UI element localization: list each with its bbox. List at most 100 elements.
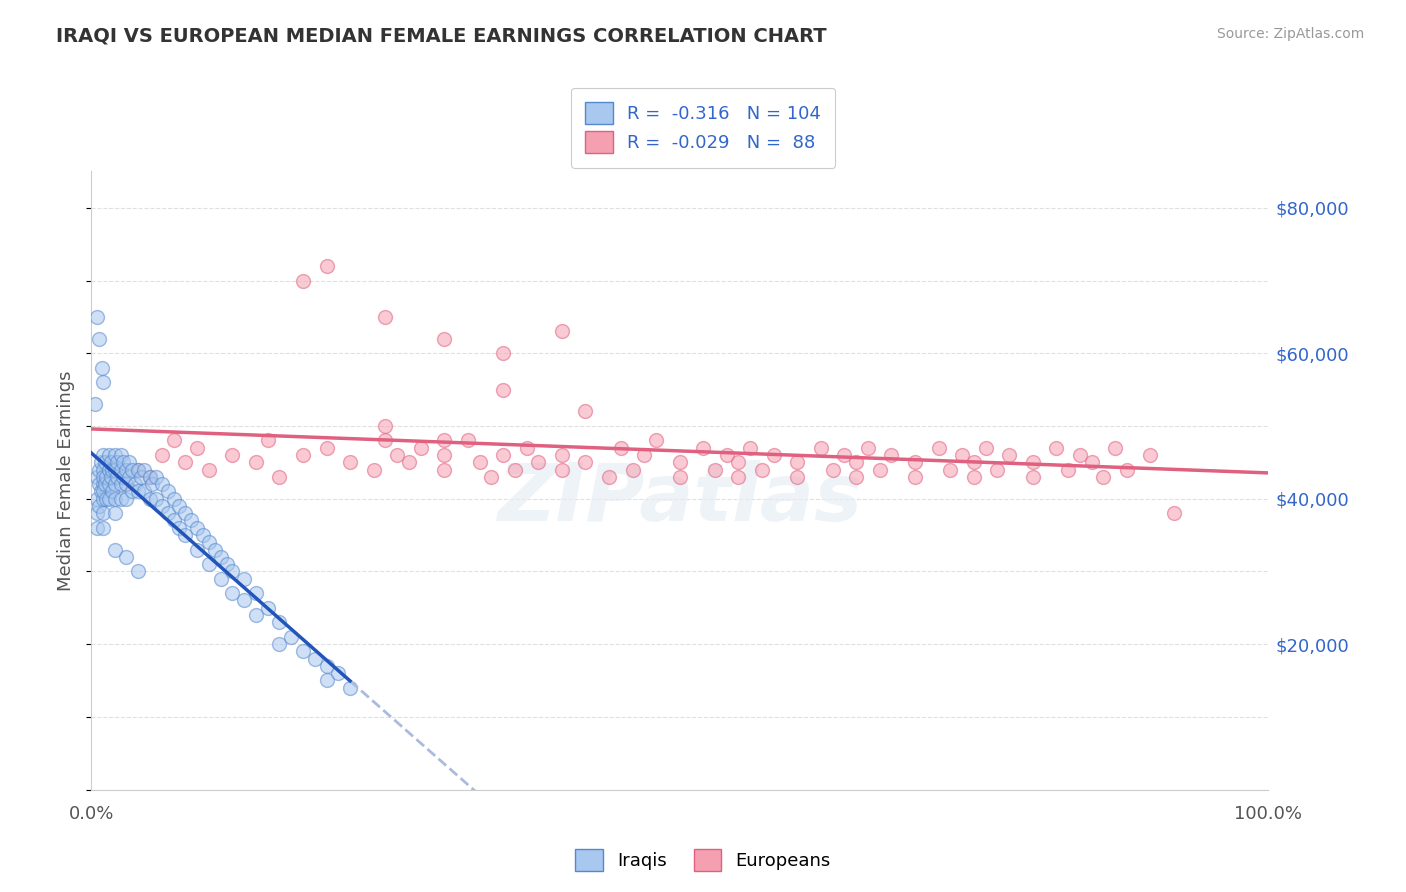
Text: ZIPatlas: ZIPatlas bbox=[498, 460, 862, 538]
Point bbox=[110, 491, 132, 506]
Point bbox=[139, 470, 162, 484]
Point bbox=[91, 462, 114, 476]
Point bbox=[834, 448, 856, 462]
Point bbox=[292, 273, 315, 287]
Point bbox=[162, 434, 184, 448]
Point bbox=[86, 521, 108, 535]
Point bbox=[645, 434, 668, 448]
Point bbox=[96, 491, 118, 506]
Point bbox=[904, 455, 927, 469]
Point bbox=[610, 441, 633, 455]
Point bbox=[328, 666, 350, 681]
Point bbox=[86, 506, 108, 520]
Point bbox=[198, 462, 221, 476]
Point bbox=[174, 455, 197, 469]
Point bbox=[83, 397, 105, 411]
Point bbox=[256, 600, 278, 615]
Point bbox=[118, 470, 141, 484]
Point bbox=[245, 607, 267, 622]
Point bbox=[304, 651, 326, 665]
Point bbox=[856, 441, 879, 455]
Point bbox=[124, 477, 146, 491]
Point bbox=[139, 470, 162, 484]
Point bbox=[169, 499, 191, 513]
Point bbox=[810, 441, 832, 455]
Point bbox=[101, 484, 124, 499]
Point bbox=[105, 470, 128, 484]
Point bbox=[162, 491, 184, 506]
Y-axis label: Median Female Earnings: Median Female Earnings bbox=[58, 370, 75, 591]
Point bbox=[986, 462, 1008, 476]
Point bbox=[363, 462, 385, 476]
Point bbox=[974, 441, 997, 455]
Point bbox=[121, 462, 143, 476]
Point bbox=[110, 477, 132, 491]
Point bbox=[97, 491, 120, 506]
Point bbox=[111, 470, 134, 484]
Point bbox=[104, 506, 127, 520]
Point bbox=[1022, 470, 1045, 484]
Point bbox=[468, 455, 491, 469]
Point bbox=[198, 557, 221, 571]
Point bbox=[740, 441, 762, 455]
Point bbox=[233, 572, 256, 586]
Point bbox=[94, 477, 117, 491]
Point bbox=[96, 470, 118, 484]
Point bbox=[104, 448, 127, 462]
Point bbox=[551, 325, 574, 339]
Point bbox=[692, 441, 714, 455]
Point bbox=[668, 470, 690, 484]
Point bbox=[186, 441, 208, 455]
Point bbox=[1080, 455, 1102, 469]
Point bbox=[950, 448, 973, 462]
Point bbox=[186, 521, 208, 535]
Point bbox=[174, 528, 197, 542]
Point bbox=[91, 376, 114, 390]
Point bbox=[398, 455, 420, 469]
Point bbox=[129, 470, 152, 484]
Point bbox=[457, 434, 479, 448]
Point bbox=[97, 462, 120, 476]
Point bbox=[786, 470, 808, 484]
Point bbox=[101, 462, 124, 476]
Point bbox=[762, 448, 785, 462]
Point bbox=[703, 462, 725, 476]
Point bbox=[786, 455, 808, 469]
Point bbox=[727, 455, 749, 469]
Point bbox=[198, 535, 221, 549]
Point bbox=[156, 484, 179, 499]
Point bbox=[551, 462, 574, 476]
Point bbox=[86, 491, 108, 506]
Point bbox=[315, 673, 337, 688]
Point bbox=[100, 455, 122, 469]
Point bbox=[104, 542, 127, 557]
Point bbox=[97, 477, 120, 491]
Point bbox=[104, 462, 127, 476]
Point bbox=[105, 455, 128, 469]
Point bbox=[115, 491, 138, 506]
Point bbox=[233, 593, 256, 607]
Point bbox=[91, 506, 114, 520]
Point bbox=[374, 434, 396, 448]
Point bbox=[127, 565, 149, 579]
Point bbox=[963, 470, 986, 484]
Point bbox=[963, 455, 986, 469]
Point bbox=[939, 462, 962, 476]
Point bbox=[1104, 441, 1126, 455]
Point bbox=[204, 542, 226, 557]
Point bbox=[269, 470, 291, 484]
Point bbox=[115, 477, 138, 491]
Point bbox=[433, 462, 456, 476]
Point bbox=[145, 470, 167, 484]
Point bbox=[433, 434, 456, 448]
Point bbox=[100, 470, 122, 484]
Point bbox=[89, 477, 111, 491]
Text: IRAQI VS EUROPEAN MEDIAN FEMALE EARNINGS CORRELATION CHART: IRAQI VS EUROPEAN MEDIAN FEMALE EARNINGS… bbox=[56, 27, 827, 45]
Point bbox=[716, 448, 738, 462]
Point bbox=[433, 332, 456, 346]
Point bbox=[1022, 455, 1045, 469]
Point bbox=[751, 462, 773, 476]
Point bbox=[141, 477, 163, 491]
Point bbox=[162, 513, 184, 527]
Point bbox=[409, 441, 432, 455]
